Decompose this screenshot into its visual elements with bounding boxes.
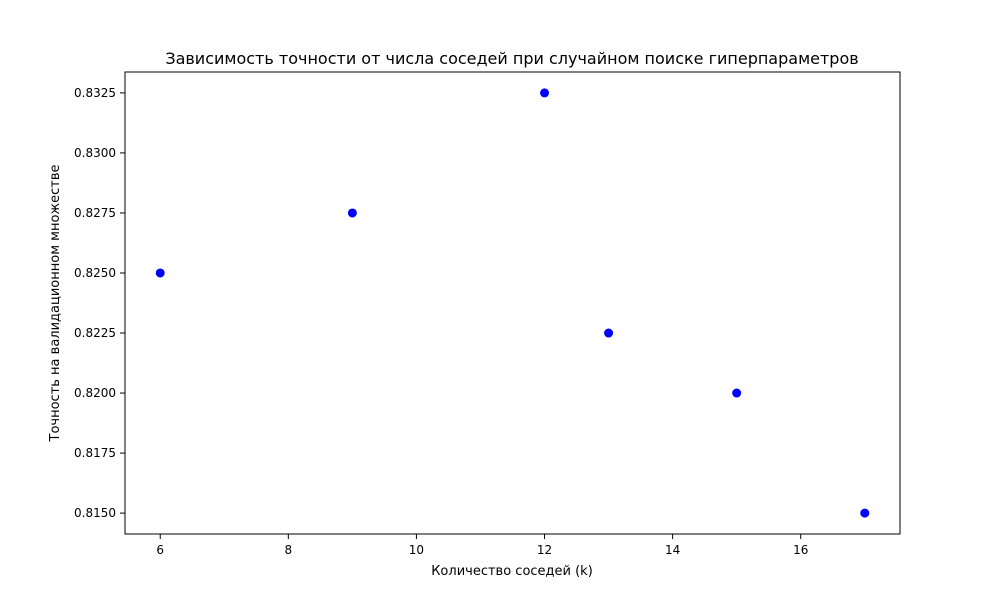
- plot-area: [124, 71, 901, 535]
- y-tick-label: 0.8175: [74, 446, 116, 460]
- y-tick-label: 0.8300: [74, 146, 116, 160]
- x-tick-label: 8: [285, 543, 293, 557]
- y-axis-ticks: 0.8150 0.8175 0.8200 0.8225 0.8250 0.8275 0.83…: [74, 86, 125, 520]
- chart-title: Зависимость точности от числа соседей пр…: [165, 49, 858, 68]
- y-tick-label: 0.8150: [74, 506, 116, 520]
- scatter-point: [540, 88, 550, 98]
- scatter-point: [732, 388, 742, 398]
- x-tick-label: 16: [793, 543, 808, 557]
- scatter-point: [860, 508, 870, 518]
- y-tick-label: 0.8250: [74, 266, 116, 280]
- y-tick-label: 0.8225: [74, 326, 116, 340]
- scatter-point: [604, 328, 614, 338]
- data-points: [155, 88, 870, 518]
- x-tick-label: 6: [156, 543, 164, 557]
- scatter-point: [155, 268, 165, 278]
- y-tick-label: 0.8325: [74, 86, 116, 100]
- y-tick-label: 0.8200: [74, 386, 116, 400]
- scatter-point: [347, 208, 357, 218]
- x-tick-label: 14: [665, 543, 680, 557]
- x-tick-label: 10: [409, 543, 424, 557]
- y-tick-label: 0.8275: [74, 206, 116, 220]
- x-tick-label: 12: [537, 543, 552, 557]
- x-axis-ticks: 6 8 10 12 14 16: [156, 534, 808, 557]
- x-axis-label: Количество соседей (k): [431, 564, 593, 579]
- y-axis-label: Точность на валидационном множестве: [48, 165, 63, 443]
